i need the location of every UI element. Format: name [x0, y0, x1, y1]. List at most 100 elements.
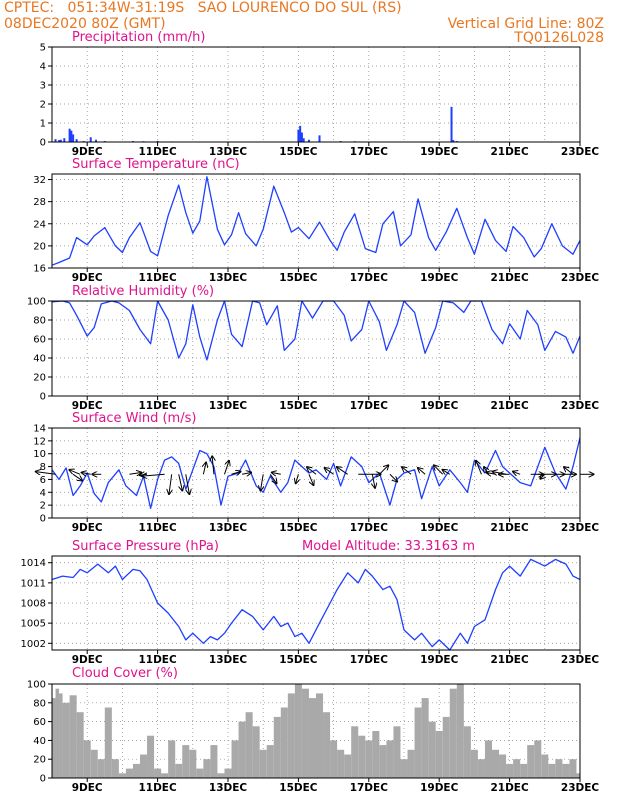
wind-y-tick-label: 14 [33, 424, 46, 435]
temp-x-tick-label: 11DEC [138, 272, 177, 284]
cloud-bar [555, 759, 563, 778]
cloud-bar [442, 716, 450, 778]
wind-vector-arrow [418, 468, 426, 475]
wind-vector-arrow [564, 467, 574, 475]
cloud-bar [196, 768, 204, 778]
cloud-bar [414, 707, 422, 778]
precip-bar [75, 139, 78, 142]
temp-x-tick-label: 15DEC [279, 272, 318, 284]
wind-vector-arrow [69, 470, 81, 475]
rh-frame [51, 300, 581, 397]
wind-x-tick-label: 13DEC [209, 522, 248, 534]
precip-x-tick-label: 13DEC [209, 146, 248, 158]
wind-vector-arrow [241, 472, 251, 474]
cloud-bar [534, 740, 542, 778]
wind-vector-arrow [178, 474, 183, 490]
wind-vector-arrow [307, 467, 317, 475]
precip-bar [297, 129, 300, 142]
wind-x-tick-label: 15DEC [279, 522, 318, 534]
precip-x-tick-label: 17DEC [350, 146, 389, 158]
pressure-panel [48, 555, 581, 654]
wind-vector-arrow [372, 474, 375, 488]
cloud-bar [576, 773, 580, 778]
cloud-bar [372, 731, 380, 778]
wind-vector-arrow [36, 472, 56, 475]
pressure-line [51, 558, 581, 651]
precip-x-tick-label: 19DEC [420, 146, 459, 158]
precip-title: Precipitation (mm/h) [72, 30, 205, 45]
cloud-bar [492, 749, 500, 778]
cloud-bar [76, 712, 84, 778]
precip-bar [302, 138, 305, 142]
cloud-bar [83, 740, 91, 778]
precip-bar [72, 134, 75, 142]
temp-x-tick-label: 21DEC [490, 272, 529, 284]
pressure-y-tick-label: 1011 [21, 578, 46, 589]
wind-vector-arrow [169, 474, 172, 494]
cloud-bar [259, 749, 267, 778]
wind-vector-arrow [337, 467, 348, 475]
cloud-bar [351, 726, 359, 778]
cloud-bar [175, 763, 183, 778]
rh-x-tick-label: 21DEC [490, 400, 529, 412]
wind-x-tick-label: 9DEC [72, 522, 103, 534]
wind-vector-arrow [129, 472, 141, 474]
cloud-bar [182, 745, 190, 778]
cloud-bar [421, 698, 429, 778]
wind-vector-arrow [308, 474, 314, 485]
wind-vector-arrow [261, 474, 264, 490]
rh-y-tick-label: 20 [33, 373, 46, 384]
cloud-bar [132, 763, 140, 778]
cloud-bar [337, 749, 345, 778]
cloud-bar [140, 754, 148, 778]
cloud-bar [499, 754, 507, 778]
wind-x-tick-label: 11DEC [138, 522, 177, 534]
cloud-bar [456, 684, 464, 778]
precip-frame [51, 46, 581, 143]
cloud-bar [125, 768, 133, 778]
cloud-bar [224, 768, 232, 778]
cloud-bar [97, 759, 105, 778]
cloud-bar [90, 749, 98, 778]
wind-vector-arrow [203, 463, 206, 475]
cloud-panel [48, 683, 581, 782]
cloud-bar [266, 745, 274, 778]
cloud-title: Cloud Cover (%) [72, 666, 178, 681]
temp-x-tick-label: 9DEC [72, 272, 103, 284]
cloud-bar [330, 740, 338, 778]
cloud-x-tick-label: 23DEC [561, 782, 600, 794]
precip-y-tick-label: 1 [40, 119, 46, 130]
wind-vector-arrow [296, 474, 299, 483]
temp-x-tick-label: 17DEC [350, 272, 389, 284]
pressure-x-tick-label: 17DEC [350, 654, 389, 666]
rh-panel [48, 300, 581, 400]
wind-y-tick-label: 6 [40, 475, 46, 486]
cloud-bar [506, 763, 514, 778]
wind-vector-arrow [140, 474, 148, 475]
precip-bar [58, 140, 61, 142]
cloud-bar [231, 740, 239, 778]
cloud-bar [147, 735, 155, 778]
cloud-bar [484, 740, 492, 778]
cloud-y-tick-label: 80 [33, 698, 46, 709]
temp-frame [51, 173, 581, 269]
wind-frame [51, 427, 581, 519]
wind-y-tick-label: 10 [33, 449, 46, 460]
cloud-bar [59, 693, 63, 778]
precip-bar [318, 135, 321, 142]
cloud-frame [51, 683, 581, 779]
cloud-bar [161, 773, 169, 778]
cloud-x-tick-label: 9DEC [72, 782, 103, 794]
wind-vector-arrow [402, 467, 412, 475]
wind-vector-arrow [513, 472, 521, 475]
cloud-y-tick-label: 20 [33, 755, 46, 766]
cloud-y-tick-label: 0 [40, 774, 46, 785]
cloud-bar [154, 768, 162, 778]
rh-y-tick-label: 60 [33, 335, 46, 346]
pressure-frame [51, 555, 581, 651]
cloud-bar [569, 759, 577, 778]
pressure-x-tick-label: 13DEC [209, 654, 248, 666]
cloud-bar [294, 684, 302, 778]
temp-line [51, 176, 581, 266]
